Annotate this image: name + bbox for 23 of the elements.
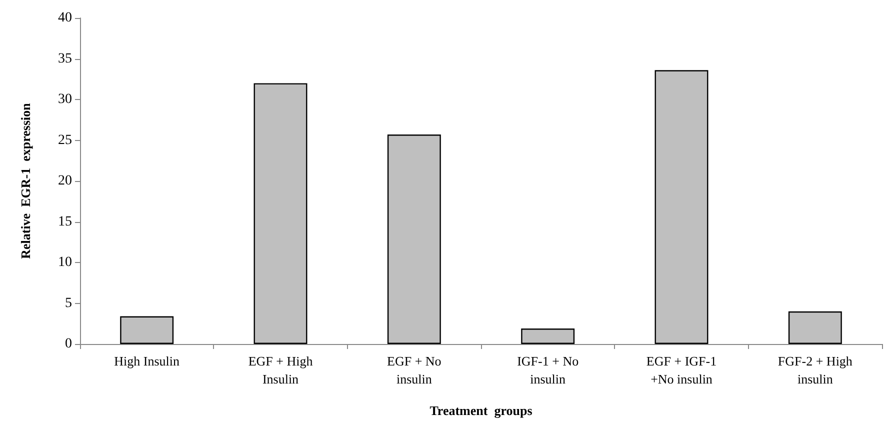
bar bbox=[654, 70, 708, 344]
x-tick-label: EGF + No insulin bbox=[387, 354, 442, 386]
y-tick-label: 10 bbox=[58, 255, 72, 270]
x-tick-label: FGF-2 + High insulin bbox=[778, 354, 853, 386]
bar bbox=[254, 83, 308, 344]
x-tick-label: IGF-1 + No insulin bbox=[517, 354, 579, 386]
y-tick-label: 25 bbox=[58, 132, 72, 148]
y-tick-label: 30 bbox=[58, 92, 72, 107]
bar bbox=[387, 134, 441, 344]
bar bbox=[521, 328, 575, 344]
x-tick-label: EGF + High Insulin bbox=[248, 354, 314, 386]
y-tick-label: 5 bbox=[65, 296, 72, 311]
x-axis-title: Treatment groups bbox=[430, 403, 532, 418]
y-axis-title: Relative EGR-1 expression bbox=[18, 102, 33, 259]
x-tick-label: EGF + IGF-1 +No insulin bbox=[646, 354, 717, 386]
y-tick-label: 35 bbox=[58, 51, 72, 66]
x-tick-label: High Insulin bbox=[114, 354, 180, 368]
y-tick-label: 15 bbox=[58, 214, 72, 230]
y-tick-label: 40 bbox=[58, 10, 72, 26]
y-tick-label: 0 bbox=[65, 336, 72, 352]
bar bbox=[788, 311, 842, 344]
y-tick-label: 20 bbox=[58, 174, 72, 188]
bar bbox=[120, 316, 174, 344]
